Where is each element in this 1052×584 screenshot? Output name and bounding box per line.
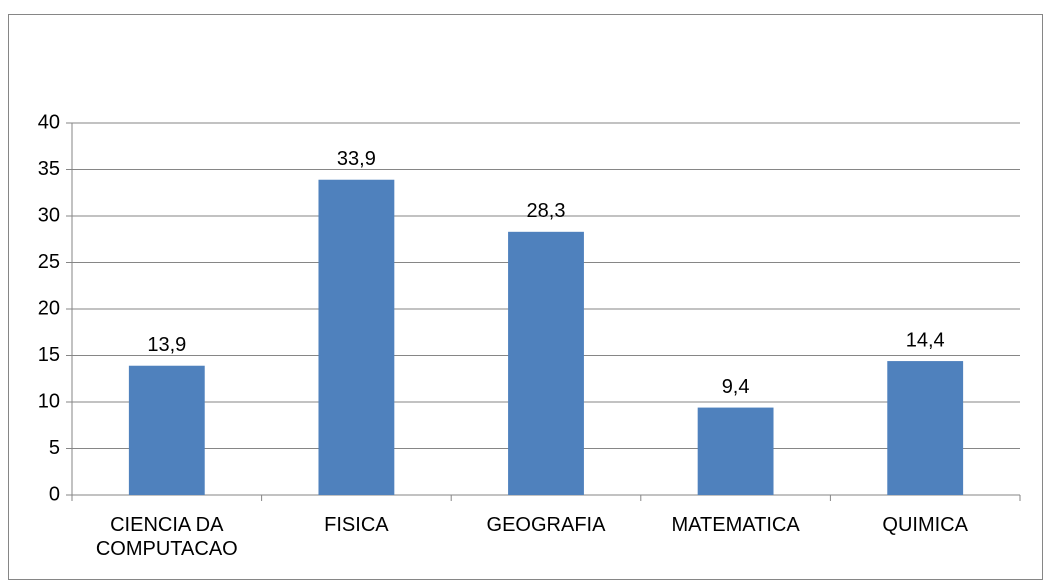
- x-tick-label: CIENCIA DA COMPUTACAO: [95, 514, 238, 560]
- data-label: 13,9: [147, 334, 186, 356]
- bar: [508, 231, 584, 495]
- y-tick-label: 0: [49, 483, 60, 505]
- bar: [318, 179, 395, 496]
- data-label: 33,9: [337, 148, 376, 170]
- bar: [697, 407, 774, 495]
- y-tick-label: 40: [38, 111, 60, 133]
- y-tick-label: 15: [38, 344, 60, 366]
- y-tick-label: 20: [38, 297, 60, 319]
- x-tick-label: MATEMATICA: [671, 514, 800, 536]
- data-label: 28,3: [527, 200, 566, 222]
- y-tick-label: 5: [49, 437, 60, 459]
- bar: [887, 361, 964, 495]
- x-tick-label: GEOGRAFIA: [486, 514, 606, 536]
- x-tick-label: QUIMICA: [882, 514, 968, 536]
- y-tick-label: 25: [38, 251, 60, 273]
- y-tick-label: 35: [38, 158, 60, 180]
- data-label: 14,4: [906, 329, 945, 351]
- data-label: 9,4: [722, 376, 750, 398]
- y-tick-label: 30: [38, 204, 60, 226]
- bar: [128, 365, 205, 495]
- y-tick-label: 10: [38, 390, 60, 412]
- x-tick-label: FISICA: [324, 514, 389, 536]
